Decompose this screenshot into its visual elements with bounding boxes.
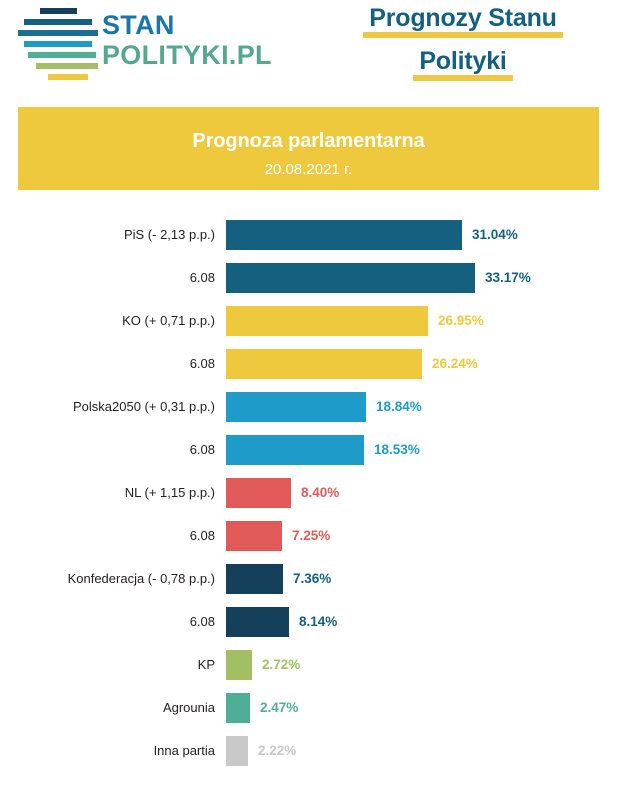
chart-row-label: 6.08	[189, 356, 215, 371]
chart-row-label: 6.08	[189, 270, 215, 285]
page-header: STAN POLITYKI.PL Prognozy Stanu Polityki	[0, 0, 617, 100]
chart-row-bar-area: 33.17%	[226, 256, 617, 299]
logo-bar-1	[40, 8, 77, 14]
forecast-banner-date: 20.08.2021 r.	[264, 161, 353, 178]
chart-row-bar-area: 31.04%	[226, 213, 617, 256]
chart-bar[interactable]	[226, 306, 428, 336]
page-title-line-2-wrap: Polityki	[318, 47, 608, 81]
chart-row-bar-area: 8.40%	[226, 471, 617, 514]
chart-bar[interactable]	[226, 607, 289, 637]
chart-row-bar-area: 7.25%	[226, 514, 617, 557]
chart-bar[interactable]	[226, 693, 250, 723]
chart-row-bar-area: 26.95%	[226, 299, 617, 342]
chart-row: 6.08 8.14%	[0, 600, 617, 643]
chart-row-label: Konfederacja (- 0,78 p.p.)	[67, 571, 215, 586]
chart-bar[interactable]	[226, 220, 462, 250]
chart-row: KP 2.72%	[0, 643, 617, 686]
logo-bar-5	[28, 52, 96, 58]
page-title-line-1-wrap: Prognozy Stanu	[318, 4, 608, 38]
forecast-banner-title: Prognoza parlamentarna	[192, 130, 425, 152]
chart-bar-value: 8.14%	[299, 614, 338, 629]
chart-row-label: Inna partia	[153, 743, 215, 758]
logo-bar-4	[24, 41, 92, 47]
brand-wordmark-line-1: STAN	[102, 10, 175, 40]
chart-bar-value: 7.36%	[293, 571, 332, 586]
chart-row-label: 6.08	[189, 528, 215, 543]
chart-bar[interactable]	[226, 263, 475, 293]
brand-logo[interactable]: STAN POLITYKI.PL	[16, 6, 296, 86]
chart-row-bar-area: 2.47%	[226, 686, 617, 729]
chart-bar-value: 2.72%	[262, 657, 301, 672]
chart-bar[interactable]	[226, 736, 248, 766]
logo-bar-3	[18, 30, 98, 36]
page-title-line-2: Polityki	[413, 47, 514, 81]
chart-bar-value: 31.04%	[472, 227, 518, 242]
chart-row: 6.08 26.24%	[0, 342, 617, 385]
chart-bar-value: 8.40%	[301, 485, 340, 500]
chart-bar-value: 26.24%	[432, 356, 478, 371]
chart-row-bar-area: 2.22%	[226, 729, 617, 772]
chart-row: 6.08 7.25%	[0, 514, 617, 557]
brand-wordmark-line-2: POLITYKI.PL	[102, 40, 272, 70]
chart-row-label: Agrounia	[162, 700, 215, 715]
chart-bar[interactable]	[226, 435, 364, 465]
chart-row: Konfederacja (- 0,78 p.p.) 7.36%	[0, 557, 617, 600]
chart-row: 6.08 33.17%	[0, 256, 617, 299]
chart-row-bar-area: 18.84%	[226, 385, 617, 428]
chart-row-label: NL (+ 1,15 p.p.)	[124, 485, 215, 500]
chart-row-bar-area: 2.72%	[226, 643, 617, 686]
page-title: Prognozy Stanu Polityki	[318, 4, 608, 81]
chart-bar-value: 33.17%	[485, 270, 531, 285]
chart-row-bar-area: 18.53%	[226, 428, 617, 471]
chart-row: KO (+ 0,71 p.p.) 26.95%	[0, 299, 617, 342]
page-title-line-1: Prognozy Stanu	[363, 4, 564, 38]
chart-bar-value: 18.53%	[374, 442, 420, 457]
chart-bar[interactable]	[226, 478, 291, 508]
chart-bar[interactable]	[226, 521, 282, 551]
chart-bar-value: 18.84%	[376, 399, 422, 414]
chart-bar[interactable]	[226, 392, 366, 422]
chart-row-bar-area: 26.24%	[226, 342, 617, 385]
chart-bar[interactable]	[226, 650, 252, 680]
chart-row-label: 6.08	[189, 442, 215, 457]
stan-polityki-logo-icon	[16, 8, 100, 82]
chart-row: PiS (- 2,13 p.p.) 31.04%	[0, 213, 617, 256]
chart-row: Polska2050 (+ 0,31 p.p.) 18.84%	[0, 385, 617, 428]
chart-bar-value: 26.95%	[438, 313, 484, 328]
logo-bar-2	[24, 19, 92, 25]
chart-bar-value: 2.22%	[258, 743, 297, 758]
chart-row: Agrounia 2.47%	[0, 686, 617, 729]
poll-bar-chart: PiS (- 2,13 p.p.) 31.04% 6.08 33.17% KO (+ 0…	[0, 213, 617, 786]
chart-row: NL (+ 1,15 p.p.) 8.40%	[0, 471, 617, 514]
chart-bar-value: 7.25%	[292, 528, 331, 543]
chart-row-label: KO (+ 0,71 p.p.)	[122, 313, 215, 328]
chart-bar-value: 2.47%	[260, 700, 299, 715]
chart-row-label: KP	[197, 657, 215, 672]
logo-bar-7	[48, 74, 88, 80]
forecast-banner: Prognoza parlamentarna 20.08.2021 r.	[18, 107, 599, 190]
brand-wordmark: STAN POLITYKI.PL	[102, 10, 302, 70]
chart-row: Inna partia 2.22%	[0, 729, 617, 772]
chart-row-label: Polska2050 (+ 0,31 p.p.)	[72, 399, 215, 414]
chart-row-bar-area: 8.14%	[226, 600, 617, 643]
chart-row-label: 6.08	[189, 614, 215, 629]
chart-bar[interactable]	[226, 349, 422, 379]
chart-bar[interactable]	[226, 564, 283, 594]
chart-row-bar-area: 7.36%	[226, 557, 617, 600]
chart-row: 6.08 18.53%	[0, 428, 617, 471]
chart-row-label: PiS (- 2,13 p.p.)	[123, 227, 215, 242]
logo-bar-6	[36, 63, 98, 69]
